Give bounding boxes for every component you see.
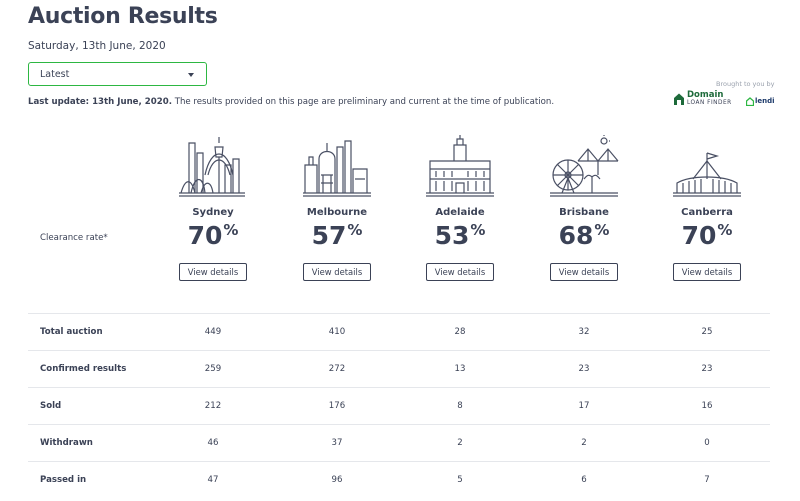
house-icon (674, 93, 684, 105)
period-select[interactable]: Latest (28, 62, 207, 86)
clearance-rate-value: 57% (287, 221, 387, 250)
table-cell: 28 (454, 327, 466, 337)
lendi-text: lendi (755, 97, 775, 105)
table-cell: 2 (457, 438, 463, 448)
view-details-button[interactable]: View details (179, 263, 247, 281)
table-cell: 6 (581, 475, 587, 485)
row-label: Confirmed results (40, 364, 127, 374)
table-cell: 46 (207, 438, 219, 448)
chevron-down-icon (188, 73, 194, 77)
table-cell: 176 (328, 401, 346, 411)
last-update-note: The results provided on this page are pr… (174, 97, 555, 107)
clearance-rate-value: 70% (657, 221, 757, 250)
melbourne-skyline-icon (303, 140, 371, 197)
table-row: Sold 212 176 8 17 16 (28, 387, 770, 425)
table-cell: 2 (581, 438, 587, 448)
rate-number: 70 (187, 221, 223, 250)
city-name: Adelaide (435, 207, 485, 218)
table-cell: 410 (328, 327, 346, 337)
adelaide-skyline-icon (426, 135, 494, 197)
table-cell: 449 (204, 327, 222, 337)
table-cell: 23 (701, 364, 713, 374)
rate-number: 57 (311, 221, 347, 250)
view-details-button[interactable]: View details (673, 263, 741, 281)
table-cell: 8 (457, 401, 463, 411)
city-name: Melbourne (306, 207, 368, 218)
last-update-line: Last update: 13th June, 2020. The result… (28, 97, 554, 107)
table-cell: 17 (578, 401, 590, 411)
view-details-button[interactable]: View details (550, 263, 618, 281)
rate-percent: % (470, 221, 486, 239)
table-cell: 259 (204, 364, 222, 374)
rate-percent: % (594, 221, 610, 239)
city-column-brisbane: Brisbane 68% View details (534, 135, 634, 281)
city-column-melbourne: Melbourne 57% View details (287, 135, 387, 281)
domain-loan-finder-logo[interactable]: Domain LOAN FINDER (673, 90, 745, 107)
table-cell: 5 (457, 475, 463, 485)
table-cell: 7 (704, 475, 710, 485)
city-column-canberra: Canberra 70% View details (657, 135, 757, 281)
brisbane-skyline-icon (550, 135, 619, 197)
sydney-skyline-icon (179, 137, 245, 197)
clearance-rate-value: 68% (534, 221, 634, 250)
table-row: Passed in 47 96 5 6 7 (28, 461, 770, 501)
table-row: Withdrawn 46 37 2 2 0 (28, 424, 770, 462)
row-label: Withdrawn (40, 438, 93, 448)
city-column-sydney: Sydney 70% View details (163, 135, 263, 281)
table-cell: 37 (331, 438, 343, 448)
table-cell: 96 (331, 475, 343, 485)
city-name: Sydney (192, 207, 234, 218)
clearance-rate-value: 70% (163, 221, 263, 250)
sponsor-caption: Brought to you by (716, 80, 775, 88)
row-label: Sold (40, 401, 62, 411)
city-name: Brisbane (559, 207, 609, 218)
table-cell: 16 (701, 401, 713, 411)
view-details-button[interactable]: View details (426, 263, 494, 281)
lendi-logo[interactable]: lendi (746, 97, 776, 107)
table-cell: 47 (207, 475, 219, 485)
lendi-icon (746, 97, 754, 106)
rate-percent: % (347, 221, 363, 239)
city-column-adelaide: Adelaide 53% View details (410, 135, 510, 281)
view-details-button[interactable]: View details (303, 263, 371, 281)
rate-number: 53 (434, 221, 470, 250)
table-cell: 32 (578, 327, 590, 337)
last-update-label: Last update: 13th June, 2020. (28, 97, 172, 107)
table-row: Confirmed results 259 272 13 23 23 (28, 350, 770, 388)
table-cell: 272 (328, 364, 346, 374)
rate-percent: % (717, 221, 733, 239)
clearance-rate-value: 53% (410, 221, 510, 250)
table-row: Total auction 449 410 28 32 25 (28, 313, 770, 351)
table-cell: 212 (204, 401, 222, 411)
canberra-parliament-icon (673, 152, 741, 197)
rate-number: 68 (558, 221, 594, 250)
table-cell: 25 (701, 327, 713, 337)
row-label: Total auction (40, 327, 103, 337)
table-cell: 23 (578, 364, 590, 374)
clearance-rate-label: Clearance rate* (40, 233, 108, 243)
domain-brand-text: Domain (687, 90, 724, 100)
loan-finder-text: LOAN FINDER (687, 100, 732, 106)
rate-number: 70 (681, 221, 717, 250)
table-cell: 0 (704, 438, 710, 448)
page-date: Saturday, 13th June, 2020 (28, 40, 166, 52)
period-select-value: Latest (40, 69, 70, 80)
rate-percent: % (223, 221, 239, 239)
city-name: Canberra (681, 207, 733, 218)
row-label: Passed in (40, 475, 87, 485)
table-cell: 13 (454, 364, 466, 374)
page-title: Auction Results (28, 4, 218, 29)
